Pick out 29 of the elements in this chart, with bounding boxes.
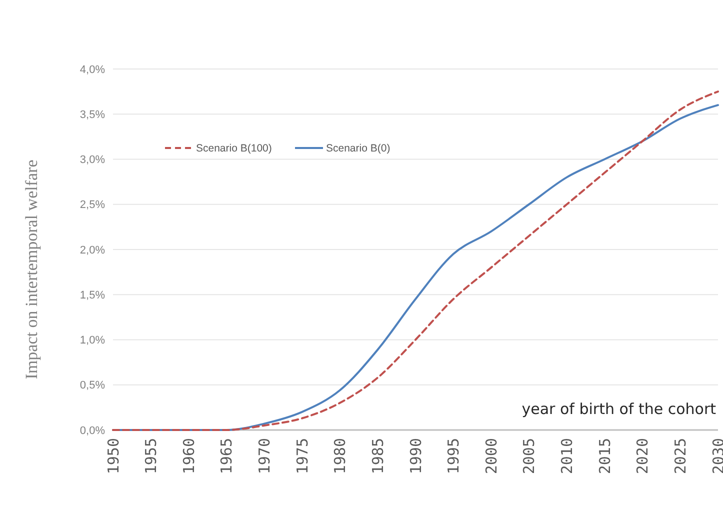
x-tick-label: 1985 bbox=[368, 438, 387, 474]
x-tick-label: 1955 bbox=[142, 438, 160, 474]
x-tick-label: 2000 bbox=[482, 438, 500, 474]
y-tick-label: 3,0% bbox=[80, 154, 106, 166]
x-tick-label: 2020 bbox=[634, 438, 652, 474]
x-tick-label: 2015 bbox=[596, 438, 614, 474]
x-tick-label: 2005 bbox=[520, 438, 538, 474]
x-tick-label: 1965 bbox=[218, 438, 236, 474]
x-axis-title: year of birth of the cohort bbox=[522, 400, 716, 418]
legend-label: Scenario B(0) bbox=[326, 142, 390, 155]
x-tick-label: 1995 bbox=[444, 438, 463, 474]
legend-label: Scenario B(100) bbox=[196, 142, 272, 155]
x-tick-label: 1975 bbox=[293, 438, 312, 474]
y-tick-label: 1,5% bbox=[80, 289, 106, 302]
x-tick-label: 2010 bbox=[558, 438, 576, 474]
y-tick-label: 2,0% bbox=[80, 244, 106, 256]
y-axis-title: Impact on intertemporal welfare bbox=[22, 160, 41, 380]
y-tick-label: 2,5% bbox=[80, 199, 106, 212]
x-tick-label: 1960 bbox=[180, 438, 198, 474]
y-tick-label: 1,0% bbox=[80, 334, 106, 347]
x-tick-label: 1990 bbox=[406, 438, 425, 474]
y-tick-label: 4,0% bbox=[80, 64, 106, 76]
x-tick-label: 2025 bbox=[671, 438, 690, 474]
x-tick-label: 1970 bbox=[256, 438, 274, 474]
x-tick-label: 1950 bbox=[104, 438, 122, 474]
y-tick-label: 0,5% bbox=[80, 380, 106, 392]
y-tick-label: 0,0% bbox=[80, 424, 106, 437]
y-tick-label: 3,5% bbox=[80, 108, 106, 121]
x-tick-label: 1980 bbox=[331, 438, 350, 474]
